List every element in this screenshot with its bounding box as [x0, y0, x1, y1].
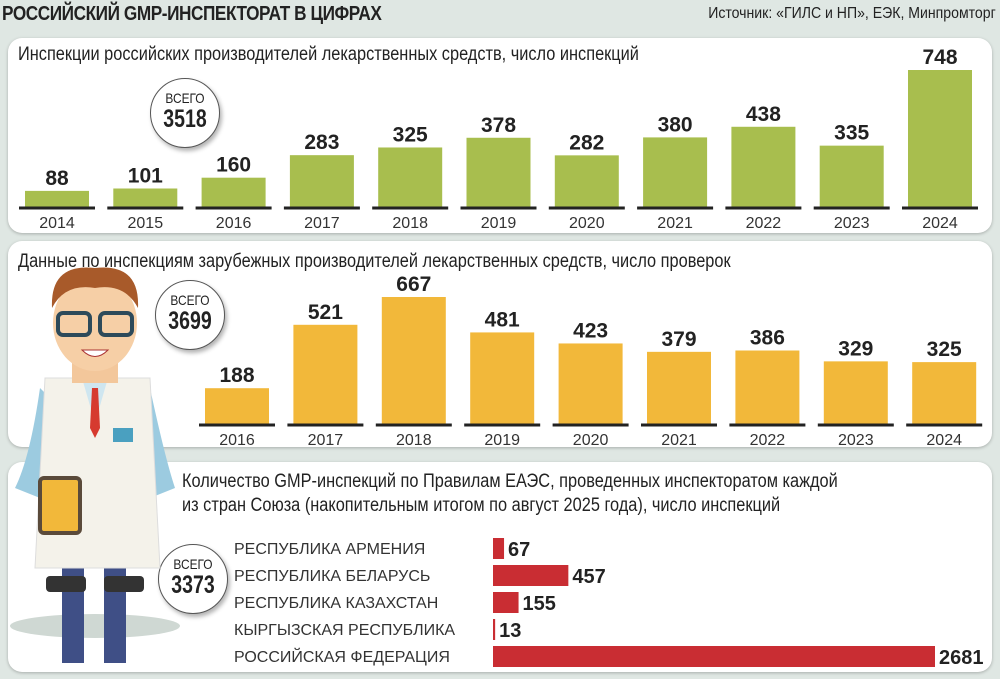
x-tick-label: 2023	[838, 432, 874, 449]
data-label: 329	[838, 337, 873, 360]
bar	[290, 155, 354, 207]
bar	[643, 137, 707, 207]
data-label: 423	[573, 319, 608, 342]
x-tick-label: 2019	[484, 432, 520, 449]
x-tick-label: 2018	[396, 432, 432, 449]
bar	[647, 352, 711, 424]
x-tick-label: 2022	[750, 432, 786, 449]
data-label: 378	[481, 114, 516, 137]
data-label: 748	[922, 46, 957, 69]
data-label: 13	[499, 620, 521, 642]
data-label: 521	[308, 301, 343, 324]
bar	[493, 565, 568, 586]
bar	[470, 332, 534, 424]
bar	[293, 325, 357, 424]
data-label: 325	[393, 123, 428, 146]
chart-russian: 8820141012015160201628320173252018378201…	[8, 38, 992, 233]
x-tick-label: 2024	[922, 215, 958, 232]
bar	[25, 191, 89, 207]
category-label: РЕСПУБЛИКА БЕЛАРУСЬ	[234, 568, 430, 585]
data-label: 325	[927, 338, 962, 361]
category-label: РЕСПУБЛИКА КАЗАХСТАН	[234, 595, 438, 612]
total-value: 3518	[158, 106, 211, 132]
x-tick-label: 2024	[926, 432, 962, 449]
bar	[493, 538, 504, 559]
bar	[493, 619, 495, 640]
x-tick-label: 2019	[481, 215, 517, 232]
page-title: РОССИЙСКИЙ GMP-ИНСПЕКТОРАТ В ЦИФРАХ	[2, 3, 381, 26]
bar	[908, 70, 972, 207]
x-tick-label: 2017	[304, 215, 340, 232]
bar	[559, 343, 623, 424]
source-note: Источник: «ГИЛС и НП», ЕЭК, Минпромторг	[708, 5, 996, 23]
data-label: 386	[750, 327, 785, 350]
x-tick-label: 2016	[219, 432, 255, 449]
total-label: ВСЕГО	[156, 90, 214, 106]
x-tick-label: 2020	[569, 215, 605, 232]
bar	[912, 362, 976, 424]
data-label: 101	[128, 165, 163, 188]
bar	[205, 388, 269, 424]
panel-russian-inspections: Инспекции российских производителей лека…	[8, 38, 992, 233]
x-tick-label: 2020	[573, 432, 609, 449]
bar	[113, 189, 177, 207]
bar	[824, 361, 888, 424]
data-label: 667	[396, 273, 431, 296]
x-tick-label: 2016	[216, 215, 252, 232]
data-label: 335	[834, 122, 869, 145]
bar	[493, 646, 935, 667]
bar	[820, 146, 884, 207]
x-tick-label: 2018	[392, 215, 428, 232]
data-label: 379	[661, 328, 696, 351]
x-tick-label: 2022	[746, 215, 782, 232]
x-tick-label: 2021	[661, 432, 697, 449]
bar	[493, 592, 519, 613]
total-badge: ВСЕГО3518	[150, 78, 220, 148]
category-label: КЫРГЫЗСКАЯ РЕСПУБЛИКА	[234, 622, 455, 639]
x-tick-label: 2023	[834, 215, 870, 232]
data-label: 283	[304, 131, 339, 154]
bar	[378, 147, 442, 207]
data-label: 188	[219, 364, 254, 387]
bar	[731, 127, 795, 207]
doctor-illustration	[0, 228, 180, 668]
bar	[555, 155, 619, 207]
category-label: РЕСПУБЛИКА АРМЕНИЯ	[234, 541, 425, 558]
data-label: 380	[658, 113, 693, 136]
x-tick-label: 2017	[308, 432, 344, 449]
bar	[202, 178, 266, 207]
bar	[382, 297, 446, 424]
bar	[735, 351, 799, 424]
data-label: 481	[485, 308, 520, 331]
data-label: 438	[746, 103, 781, 126]
data-label: 160	[216, 154, 251, 177]
data-label: 457	[572, 566, 605, 588]
data-label: 282	[569, 131, 604, 154]
data-label: 155	[523, 593, 556, 615]
data-label: 2681	[939, 647, 984, 669]
bar	[467, 138, 531, 207]
x-tick-label: 2021	[657, 215, 693, 232]
category-label: РОССИЙСКАЯ ФЕДЕРАЦИЯ	[234, 647, 450, 666]
data-label: 88	[45, 167, 69, 190]
data-label: 67	[508, 539, 530, 561]
